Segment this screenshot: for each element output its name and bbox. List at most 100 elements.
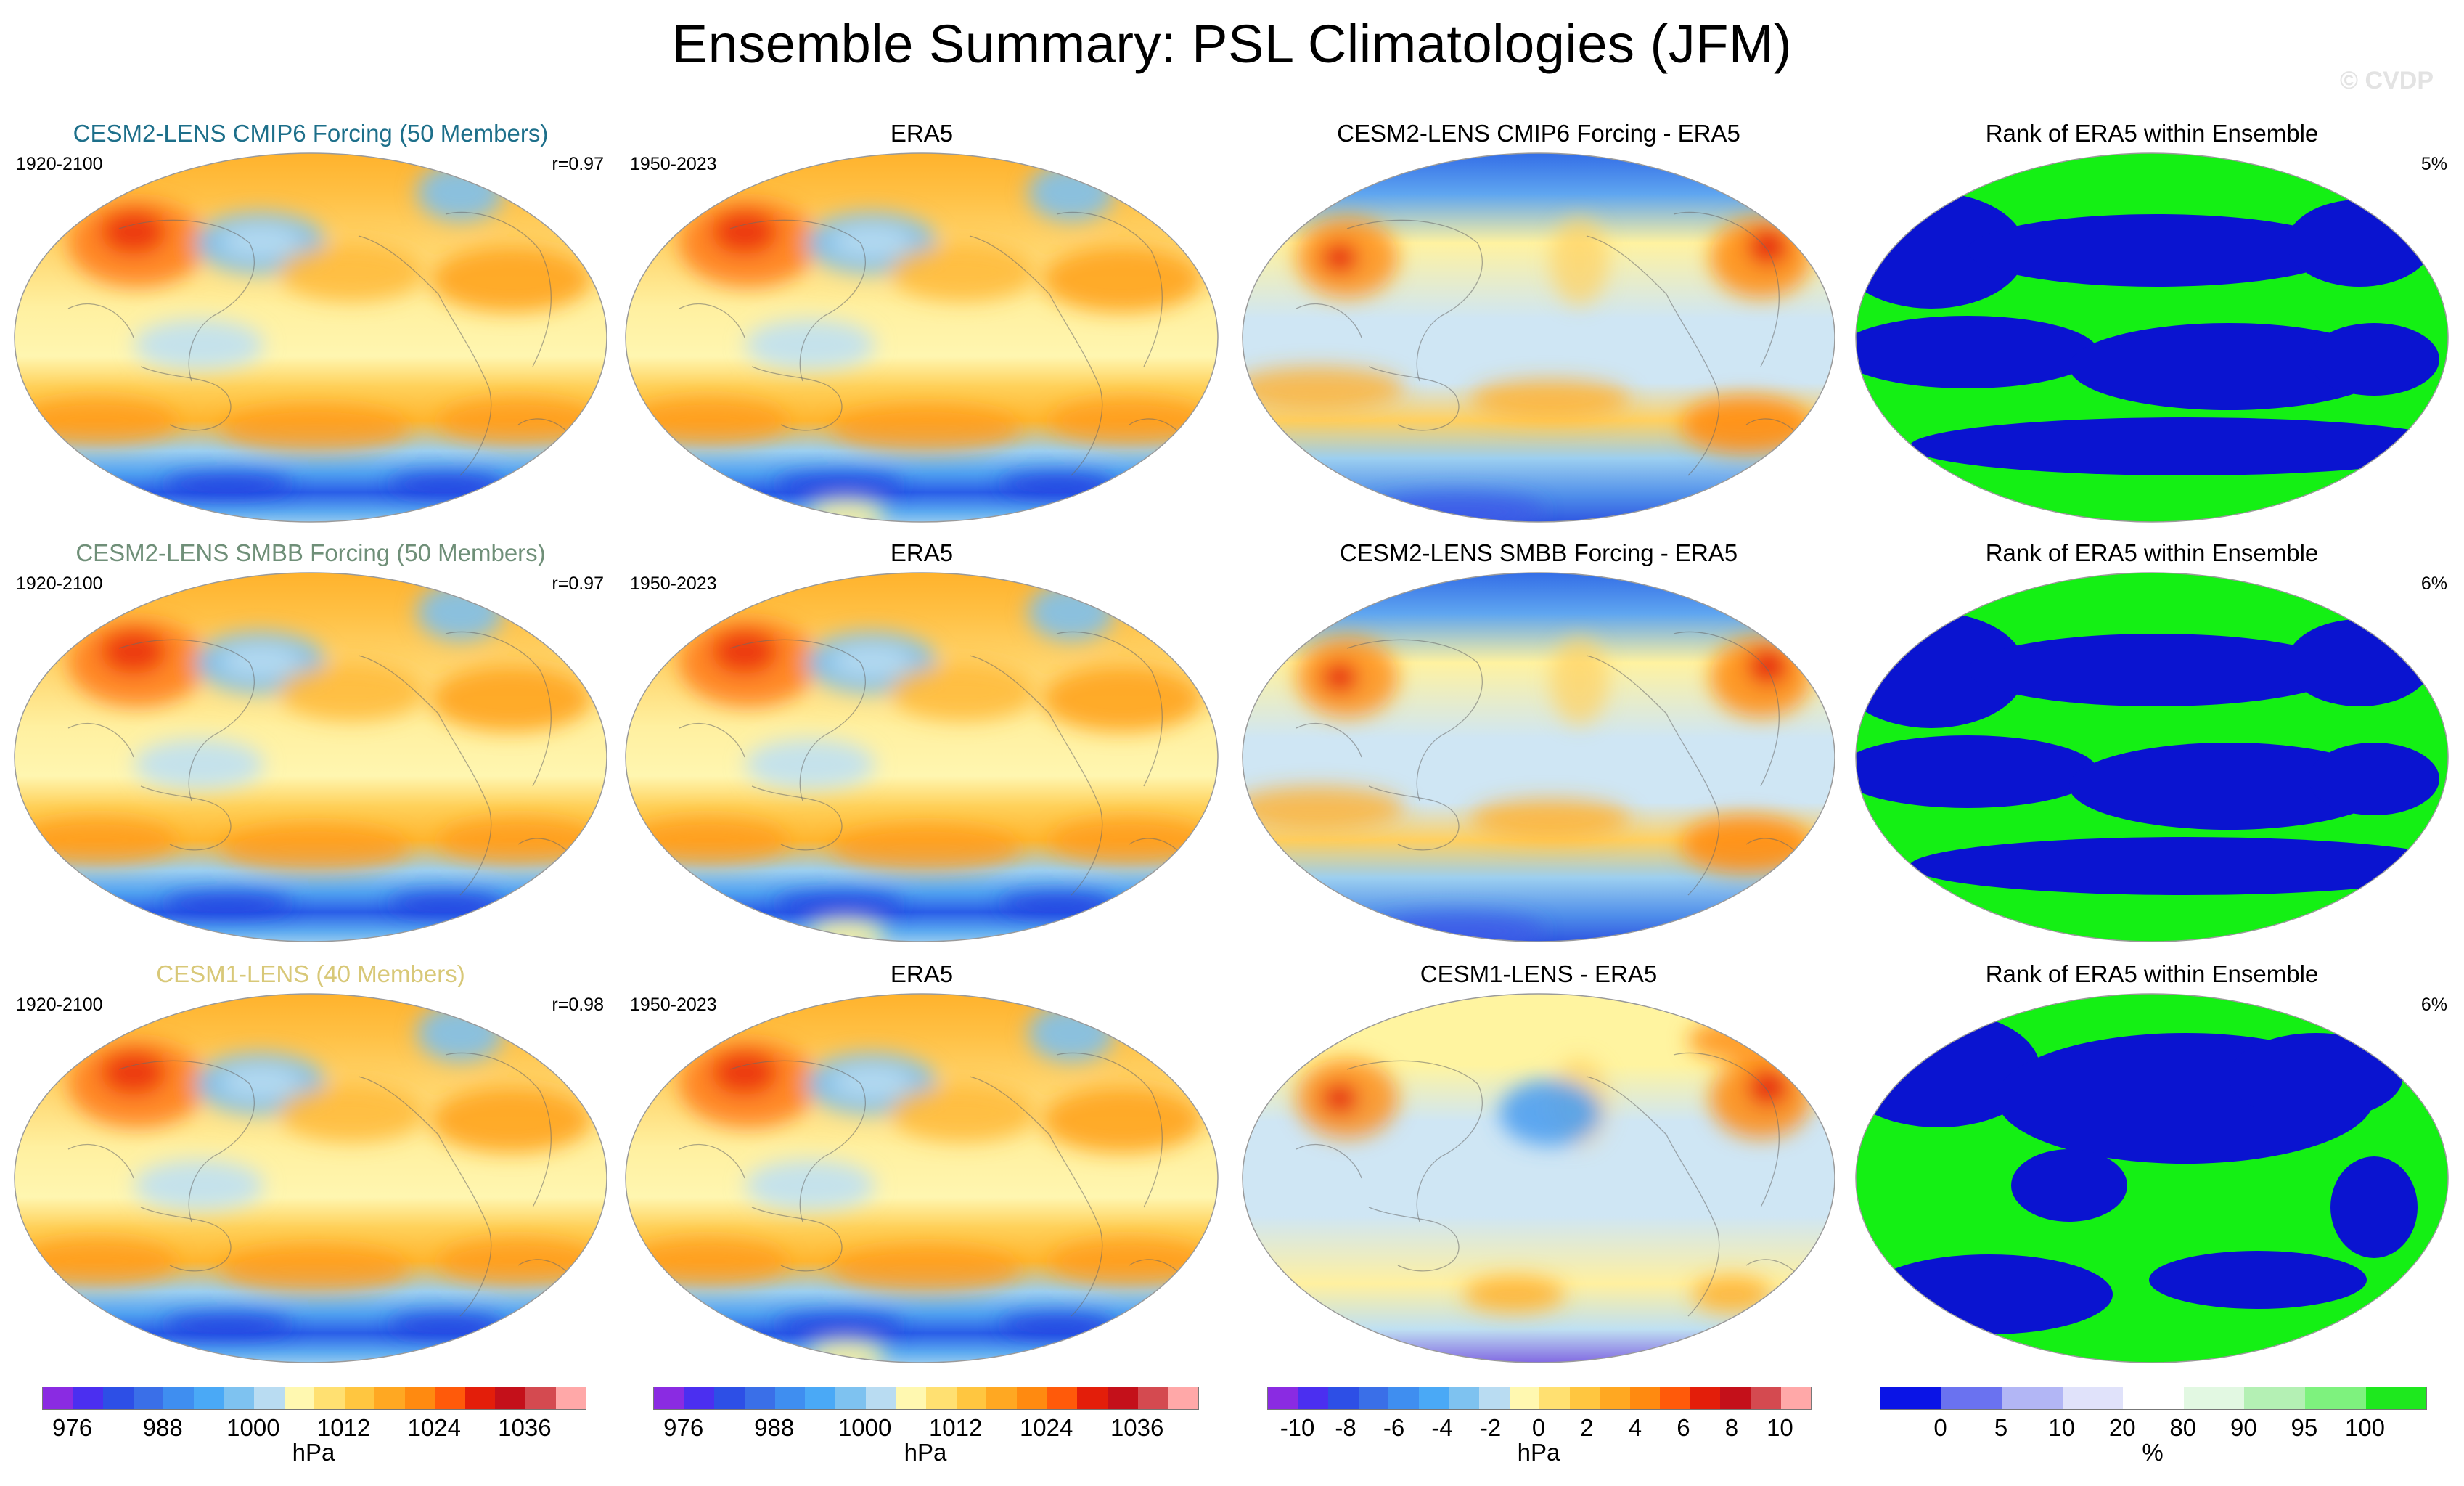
colorbar-swatch xyxy=(435,1387,465,1409)
colorbar-swatch xyxy=(1449,1387,1479,1409)
colorbar-tick-label: -2 xyxy=(1479,1414,1502,1441)
map-model xyxy=(14,993,607,1363)
panel-title-model: CESM1-LENS (40 Members) xyxy=(156,960,465,987)
colorbar-swatch xyxy=(2304,1387,2366,1409)
colorbar-swatch xyxy=(464,1387,496,1409)
pattern-correlation: r=0.98 xyxy=(552,995,604,1015)
map-model xyxy=(14,152,607,523)
map-obs xyxy=(625,152,1219,523)
colorbar-swatch xyxy=(1108,1387,1138,1409)
colorbar-tick-label: 0 xyxy=(1933,1414,1947,1441)
colorbar-tick-label: 2 xyxy=(1580,1414,1594,1441)
colorbar-swatch xyxy=(654,1387,684,1409)
colorbar-swatch xyxy=(684,1387,715,1409)
colorbar-swatch xyxy=(2062,1387,2124,1409)
colorbar-tick-label: 90 xyxy=(2230,1414,2257,1441)
colorbar-tick-label: -4 xyxy=(1431,1414,1453,1441)
colorbar-swatch xyxy=(714,1387,745,1409)
colorbar-swatch xyxy=(1690,1387,1721,1409)
map-rank xyxy=(1855,572,2449,942)
map-rank xyxy=(1855,993,2449,1363)
colorbar-tick-label: 4 xyxy=(1628,1414,1642,1441)
colorbar-unit: hPa xyxy=(1517,1439,1560,1466)
colorbar-swatch xyxy=(555,1387,586,1409)
period-label-model: 1920-2100 xyxy=(16,154,103,174)
colorbar-swatch xyxy=(253,1387,285,1409)
colorbar-unit: hPa xyxy=(292,1439,335,1466)
period-label-model: 1920-2100 xyxy=(16,573,103,594)
figure-title: Ensemble Summary: PSL Climatologies (JFM… xyxy=(671,14,1793,74)
colorbar-tick-label: 10 xyxy=(1767,1414,1793,1441)
panel-title-model: CESM2-LENS CMIP6 Forcing (50 Members) xyxy=(73,120,549,147)
colorbar-swatch xyxy=(2365,1387,2427,1409)
period-label-model: 1920-2100 xyxy=(16,995,103,1015)
colorbar-swatch xyxy=(193,1387,224,1409)
panel-title-model: CESM2-LENS SMBB Forcing (50 Members) xyxy=(75,539,546,566)
colorbar-swatch xyxy=(1418,1387,1449,1409)
colorbar-tick-label: 0 xyxy=(1531,1414,1546,1441)
colorbar-swatch xyxy=(1660,1387,1690,1409)
colorbar-swatch xyxy=(1880,1387,1941,1409)
panel-title-diff: CESM2-LENS CMIP6 Forcing - ERA5 xyxy=(1337,120,1740,147)
colorbar-swatch xyxy=(1137,1387,1168,1409)
colorbar-swatch xyxy=(926,1387,957,1409)
colorbar xyxy=(1880,1387,2427,1410)
map-obs xyxy=(625,993,1219,1363)
colorbar-swatch xyxy=(1268,1387,1298,1409)
colorbar-tick-label: 20 xyxy=(2108,1414,2136,1441)
colorbar-tick-label: -8 xyxy=(1335,1414,1356,1441)
colorbar-swatch xyxy=(1388,1387,1419,1409)
copyright-watermark: © CVDP xyxy=(2340,67,2434,94)
colorbar-swatch xyxy=(896,1387,927,1409)
colorbar-tick-label: 1012 xyxy=(928,1414,983,1441)
panel-title-obs: ERA5 xyxy=(890,539,954,566)
colorbar-swatch xyxy=(774,1387,806,1409)
colorbar-tick-label: 988 xyxy=(142,1414,183,1441)
colorbar xyxy=(653,1387,1199,1410)
colorbar-swatch xyxy=(103,1387,134,1409)
panel-title-obs: ERA5 xyxy=(890,960,954,987)
colorbar-tick-label: 1024 xyxy=(407,1414,461,1441)
colorbar-swatch xyxy=(133,1387,164,1409)
rank-percent: 6% xyxy=(2420,995,2447,1015)
colorbar-swatch xyxy=(374,1387,405,1409)
colorbar-swatch xyxy=(495,1387,525,1409)
colorbar-tick-label: 100 xyxy=(2344,1414,2385,1441)
colorbar-swatch xyxy=(2244,1387,2305,1409)
colorbar-swatch xyxy=(163,1387,194,1409)
colorbar-swatch xyxy=(73,1387,104,1409)
colorbar-tick-label: 976 xyxy=(52,1414,93,1441)
panel-title-rank: Rank of ERA5 within Ensemble xyxy=(1985,120,2319,147)
colorbar-tick-label: 80 xyxy=(2169,1414,2197,1441)
colorbar-swatch xyxy=(1047,1387,1078,1409)
colorbar-swatch xyxy=(1751,1387,1781,1409)
colorbar-swatch xyxy=(314,1387,345,1409)
map-model xyxy=(14,572,607,942)
colorbar-swatch xyxy=(1780,1387,1812,1409)
colorbar-tick-label: 1012 xyxy=(316,1414,371,1441)
colorbar-swatch xyxy=(404,1387,435,1409)
colorbar-swatch xyxy=(2002,1387,2063,1409)
colorbar-swatch xyxy=(2123,1387,2184,1409)
colorbar-swatch xyxy=(2183,1387,2245,1409)
rank-percent: 5% xyxy=(2420,154,2447,174)
colorbar-swatch xyxy=(1077,1387,1108,1409)
pattern-correlation: r=0.97 xyxy=(552,573,604,594)
colorbar xyxy=(42,1387,586,1410)
period-label-obs: 1950-2023 xyxy=(630,995,717,1015)
colorbar-swatch xyxy=(224,1387,254,1409)
colorbar-tick-label: 1036 xyxy=(1110,1414,1164,1441)
colorbar-swatch xyxy=(1478,1387,1510,1409)
colorbar-tick-label: 1000 xyxy=(838,1414,892,1441)
colorbar-swatch xyxy=(1941,1387,2002,1409)
panel-title-diff: CESM1-LENS - ERA5 xyxy=(1420,960,1658,987)
colorbar-swatch xyxy=(745,1387,775,1409)
colorbar-tick-label: 976 xyxy=(663,1414,704,1441)
colorbar-swatch xyxy=(1720,1387,1751,1409)
colorbar-tick-label: 6 xyxy=(1677,1414,1690,1441)
colorbar-swatch xyxy=(43,1387,73,1409)
panel-title-obs: ERA5 xyxy=(890,120,954,147)
colorbar-swatch xyxy=(805,1387,836,1409)
colorbar-swatch xyxy=(835,1387,866,1409)
colorbar-swatch xyxy=(1509,1387,1540,1409)
